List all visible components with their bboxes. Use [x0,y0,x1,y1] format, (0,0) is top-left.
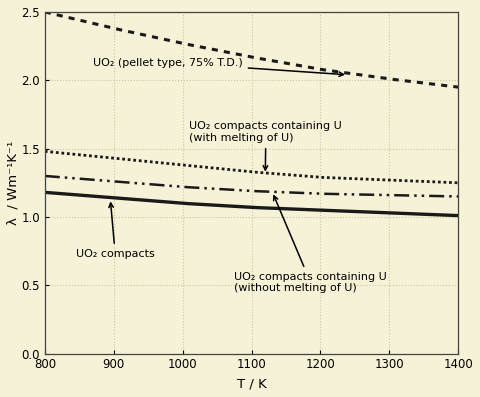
Text: UO₂ compacts containing U
(without melting of U): UO₂ compacts containing U (without melti… [234,196,387,293]
X-axis label: T / K: T / K [237,377,266,390]
Text: UO₂ compacts containing U
(with melting of U): UO₂ compacts containing U (with melting … [190,121,342,170]
Y-axis label: λ  / Wm⁻¹K⁻¹: λ / Wm⁻¹K⁻¹ [7,141,20,225]
Text: UO₂ compacts: UO₂ compacts [76,203,155,259]
Text: UO₂ (pellet type, 75% T.D.): UO₂ (pellet type, 75% T.D.) [93,58,344,77]
